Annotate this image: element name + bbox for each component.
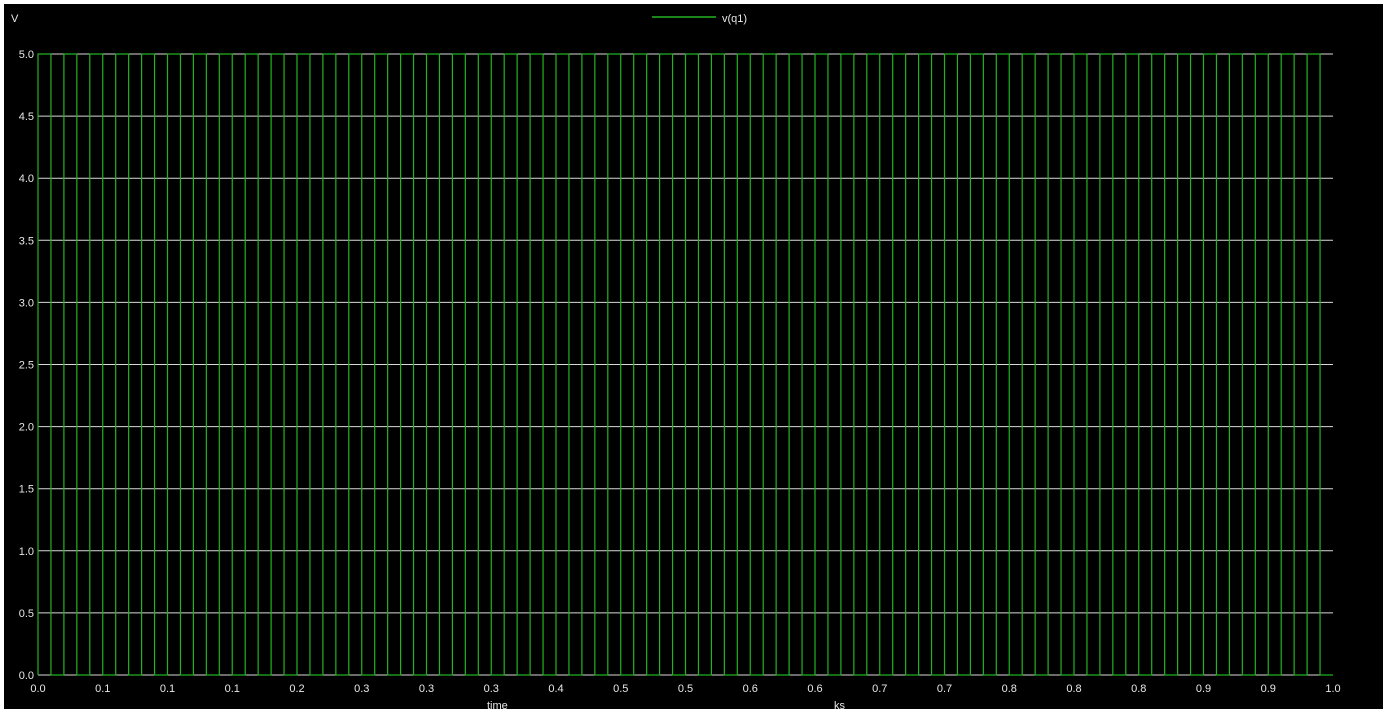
tick-layer: 0.0 0.5 1.0 1.5 2.0 2.5 3.0 3.5 4.0 4.5 5.0 0.0 0.1 0… — [19, 49, 1341, 695]
y-tick-label: 2.5 — [19, 360, 34, 372]
x-axis-label: time — [487, 700, 508, 709]
x-tick-label: 1.0 — [1325, 683, 1340, 695]
x-tick-label: 0.3 — [419, 683, 434, 695]
y-tick-label: 3.5 — [19, 235, 34, 247]
legend-label-v-q1: v(q1) — [722, 13, 747, 25]
x-tick-label: 0.3 — [484, 683, 499, 695]
x-tick-label: 0.5 — [678, 683, 693, 695]
x-tick-label: 0.3 — [354, 683, 369, 695]
x-axis-unit: ks — [834, 700, 846, 709]
y-tick-label: 5.0 — [19, 49, 34, 61]
x-tick-label: 0.1 — [160, 683, 175, 695]
y-tick-label: 1.0 — [19, 546, 34, 558]
x-tick-label: 0.1 — [95, 683, 110, 695]
x-tick-label: 0.0 — [30, 683, 45, 695]
y-tick-label: 4.5 — [19, 111, 34, 123]
x-tick-label: 0.9 — [1261, 683, 1276, 695]
y-tick-label: 1.5 — [19, 484, 34, 496]
y-tick-label: 3.0 — [19, 297, 34, 309]
plot-frame: 0.0 0.5 1.0 1.5 2.0 2.5 3.0 3.5 4.0 4.5 5.0 0.0 0.1 0… — [4, 4, 1383, 709]
x-tick-label: 0.9 — [1196, 683, 1211, 695]
x-tick-label: 0.1 — [225, 683, 240, 695]
x-tick-label: 0.7 — [937, 683, 952, 695]
waveform-chart: 0.0 0.5 1.0 1.5 2.0 2.5 3.0 3.5 4.0 4.5 5.0 0.0 0.1 0… — [11, 13, 1341, 709]
x-tick-label: 0.8 — [1131, 683, 1146, 695]
x-tick-label: 0.5 — [613, 683, 628, 695]
series-line-v-q1 — [37, 53, 1333, 676]
y-tick-label: 2.0 — [19, 422, 34, 434]
x-tick-label: 0.8 — [1066, 683, 1081, 695]
x-tick-label: 0.7 — [872, 683, 887, 695]
y-tick-label: 4.0 — [19, 173, 34, 185]
y-tick-label: 0.0 — [19, 670, 34, 682]
x-tick-label: 0.6 — [743, 683, 758, 695]
legend: v(q1) — [652, 13, 747, 25]
x-tick-label: 0.8 — [1002, 683, 1017, 695]
y-tick-label: 0.5 — [19, 608, 34, 620]
x-tick-label: 0.6 — [807, 683, 822, 695]
series-layer — [37, 53, 1333, 676]
x-tick-label: 0.2 — [289, 683, 304, 695]
y-axis-label: V — [11, 13, 19, 25]
x-tick-label: 0.4 — [548, 683, 563, 695]
